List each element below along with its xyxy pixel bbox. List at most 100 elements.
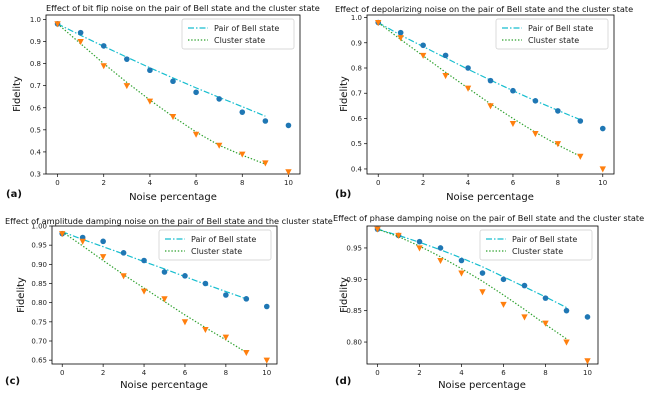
y-tick-label: 0.95 (31, 242, 47, 250)
x-tick-label: 8 (224, 369, 228, 377)
chart-title: Effect of amplitude damping noise on the… (5, 216, 333, 226)
y-tick-label: 0.80 (346, 339, 362, 347)
y-axis-label: Fidelity (339, 76, 350, 112)
x-tick-label: 6 (501, 369, 506, 377)
y-tick-label: 1.0 (30, 16, 41, 24)
panel-label: (d) (335, 376, 351, 387)
y-tick-label: 0.90 (31, 261, 47, 269)
y-tick-label: 0.9 (30, 38, 41, 46)
y-tick-label: 0.85 (31, 280, 47, 288)
y-tick-label: 0.80 (31, 299, 47, 307)
x-tick-label: 0 (375, 369, 379, 377)
data-point-bell (263, 303, 270, 310)
axes-frame (51, 225, 278, 365)
data-point-cluster (374, 226, 381, 233)
data-point-bell (100, 43, 107, 49)
legend: Pair of Bell state Cluster state (158, 229, 272, 261)
chart-title: Effect of bit flip noise on the pair of … (46, 3, 320, 13)
data-point-cluster (222, 334, 230, 341)
data-point-bell (442, 52, 449, 59)
x-tick-label: 10 (262, 369, 271, 377)
data-point-bell (416, 238, 423, 245)
data-point-cluster (54, 21, 61, 28)
data-point-bell (521, 282, 528, 289)
data-point-bell (487, 77, 494, 84)
data-point-cluster (458, 270, 465, 277)
chart-panel-4: Effect of phase damping noise on the pai… (333, 213, 644, 391)
data-point-bell (584, 314, 591, 320)
x-tick-label: 4 (148, 179, 153, 187)
data-point-bell (141, 257, 147, 264)
data-point-cluster (395, 232, 402, 239)
y-tick-label: 0.9 (351, 39, 362, 47)
data-point-bell (120, 250, 127, 256)
panel-label: (b) (335, 189, 351, 200)
x-tick-label: 6 (194, 179, 199, 187)
data-point-cluster (584, 358, 591, 365)
data-point-bell (170, 78, 176, 85)
data-point-cluster (79, 238, 86, 245)
legend-entry: Cluster state (512, 247, 563, 256)
data-point-cluster (285, 169, 292, 176)
legend-entry: Cluster state (528, 36, 579, 45)
y-tick-label: 1.00 (31, 223, 47, 231)
series-line-cluster (377, 22, 581, 157)
data-point-bell (420, 42, 426, 49)
data-point-cluster (192, 131, 200, 138)
chart-panel-2: Effect of depolarizing noise on the pair… (335, 4, 633, 203)
data-point-cluster (542, 320, 549, 327)
data-point-cluster (416, 245, 423, 252)
data-point-cluster (464, 85, 472, 92)
data-point-bell (479, 270, 486, 276)
data-point-bell (193, 89, 199, 96)
data-point-bell (223, 292, 229, 298)
data-point-bell (147, 67, 153, 74)
data-point-bell (500, 276, 507, 283)
x-tick-label: 8 (240, 179, 244, 187)
y-tick-label: 0.3 (30, 171, 41, 179)
data-point-cluster (263, 357, 270, 364)
x-tick-label: 6 (183, 369, 188, 377)
legend-frame (479, 229, 593, 261)
x-tick-label: 10 (583, 369, 592, 377)
chart-panel-1: Effect of bit flip noise on the pair of … (6, 3, 320, 203)
data-point-bell (532, 98, 539, 104)
legend: Pair of Bell state Cluster state (495, 18, 609, 50)
series-line-bell (57, 23, 266, 117)
y-tick-label: 0.85 (346, 307, 362, 315)
y-tick-label: 0.5 (351, 140, 362, 148)
data-point-bell (124, 56, 130, 62)
legend-frame (158, 229, 272, 261)
x-tick-label: 4 (459, 369, 464, 377)
x-tick-label: 6 (511, 179, 516, 187)
x-tick-label: 4 (142, 369, 147, 377)
y-tick-label: 0.6 (351, 115, 363, 123)
x-tick-label: 2 (101, 179, 105, 187)
data-point-bell (458, 257, 465, 264)
data-point-cluster (169, 114, 177, 121)
legend-entry: Pair of Bell state (214, 24, 279, 33)
data-point-cluster (554, 141, 562, 148)
data-point-cluster (239, 151, 246, 158)
series-line-bell (377, 228, 567, 309)
data-point-cluster (215, 142, 223, 149)
data-point-bell (161, 269, 168, 275)
x-tick-label: 2 (421, 179, 425, 187)
y-tick-label: 0.75 (31, 318, 47, 326)
data-point-bell (397, 29, 404, 36)
data-point-bell (182, 273, 188, 279)
y-tick-label: 0.8 (30, 60, 41, 68)
x-tick-label: 2 (101, 369, 105, 377)
x-tick-label: 0 (55, 179, 59, 187)
chart-title: Effect of depolarizing noise on the pair… (335, 4, 633, 14)
legend-entry: Pair of Bell state (191, 235, 256, 244)
y-tick-label: 0.65 (31, 357, 47, 365)
series-line-bell (62, 231, 247, 300)
data-point-bell (542, 295, 549, 301)
y-tick-label: 0.6 (30, 104, 42, 112)
data-point-cluster (120, 273, 127, 280)
legend-entry: Pair of Bell state (528, 24, 593, 33)
data-point-bell (216, 96, 222, 102)
panel-label: (a) (6, 189, 22, 200)
